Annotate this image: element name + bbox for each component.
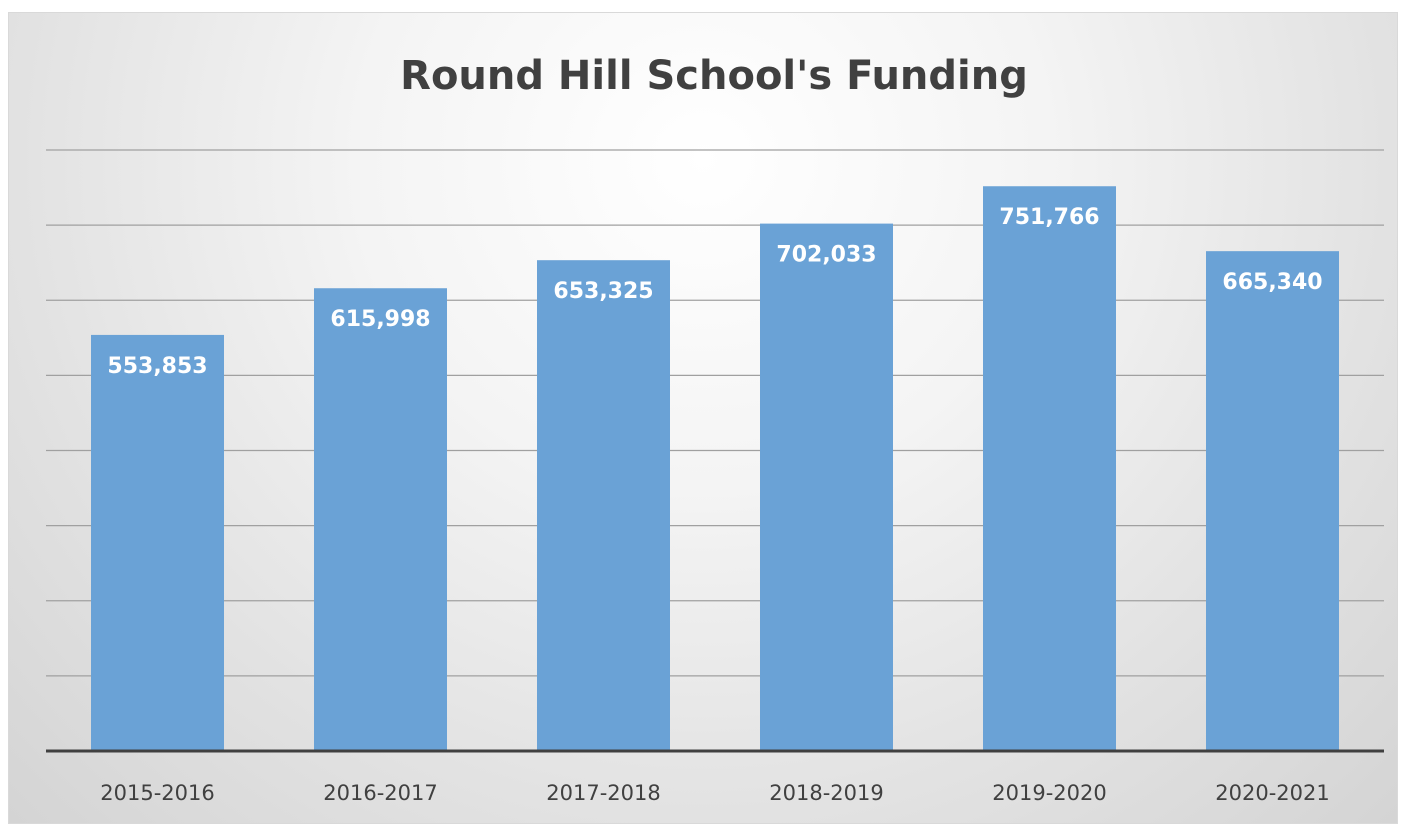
gridlines <box>46 149 1384 677</box>
chart-title: Round Hill School's Funding <box>400 53 1028 99</box>
bar-2020-2021 <box>1206 251 1339 751</box>
x-tick-label: 2017-2018 <box>546 781 660 805</box>
x-axis-tick-labels: 2015-2016 2016-2017 2017-2018 2018-2019 2019… <box>100 781 1329 805</box>
x-tick-label: 2015-2016 <box>100 781 214 805</box>
data-label: 751,766 <box>999 205 1099 230</box>
x-tick-label: 2016-2017 <box>323 781 437 805</box>
bar-2016-2017 <box>314 288 447 751</box>
data-label: 615,998 <box>330 307 430 332</box>
data-label: 553,853 <box>107 354 207 379</box>
bar-2015-2016 <box>91 334 224 751</box>
data-label: 702,033 <box>776 243 876 268</box>
x-tick-label: 2020-2021 <box>1215 781 1329 805</box>
x-tick-label: 2019-2020 <box>992 781 1106 805</box>
spreadsheet-row-strip <box>0 0 1403 12</box>
x-tick-label: 2018-2019 <box>769 781 883 805</box>
bar-2017-2018 <box>537 260 670 751</box>
bars <box>91 186 1339 752</box>
data-label: 665,340 <box>1222 270 1322 295</box>
chart-area[interactable]: Round Hill School's Funding 553,853 615,9… <box>8 12 1398 824</box>
data-labels: 553,853 615,998 653,325 702,033 751,766 665,3… <box>107 205 1322 379</box>
data-label: 653,325 <box>553 279 653 304</box>
bar-chart: Round Hill School's Funding 553,853 615,9… <box>46 53 1384 805</box>
bar-2018-2019 <box>760 223 893 751</box>
bar-2019-2020 <box>983 186 1116 752</box>
